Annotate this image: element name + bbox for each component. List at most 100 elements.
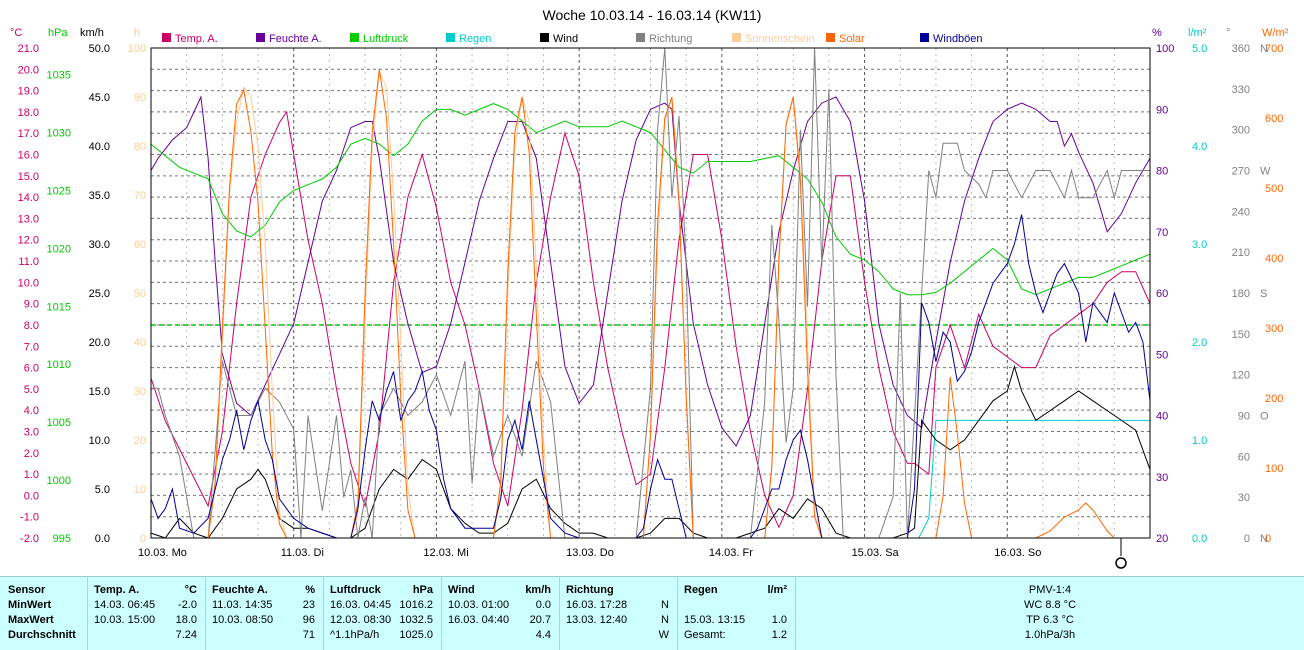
legend-label-sunshine: Sonnenschein [745,33,815,45]
series-temp-a- [150,110,1151,529]
legend-label-gusts: Windböen [933,33,983,45]
legend-swatch-humidity [256,33,265,42]
pmv-pressure-trend: 1.0hPa/3h [1024,629,1076,641]
tick-solar: 0 [1265,533,1271,545]
legend-label-wind: Wind [553,33,578,45]
tick-temp: 13.0 [18,213,39,225]
legend-swatch-solar [826,33,835,42]
temp-max-value: 18.0 [175,614,197,626]
tick-direction: 150 [1232,329,1250,341]
compass-label: N [1260,533,1268,545]
tick-sunshine: 40 [134,337,146,349]
compass-label: N [1260,43,1268,55]
dir-min-time: 16.03. 17:28 [566,599,628,611]
temp-max-time: 10.03. 15:00 [94,614,156,626]
hum-unit: % [305,584,315,596]
tick-sunshine: 50 [134,288,146,300]
tick-humidity: 60 [1156,288,1168,300]
series-wind [150,364,1151,539]
stats-col-sensor: Sensor MinWert MaxWert Durchschnitt [0,577,88,650]
tick-direction: 90 [1238,411,1250,423]
tick-temp: 0.0 [24,490,39,502]
plot-frame [150,47,1151,539]
temp-avg-value: 7.24 [175,629,197,641]
tick-direction: 300 [1232,125,1250,137]
tick-wind: 15.0 [89,386,110,398]
stats-col-temp: Temp. A. °C 14.03. 06:45 -2.0 10.03. 15:00… [88,577,206,650]
axis-unit-direction: ° [1226,27,1230,39]
tick-pressure: 995 [53,533,71,545]
tick-rain: 3.0 [1192,239,1207,251]
tick-direction: 60 [1238,451,1250,463]
row-label-min: MinWert [8,599,52,611]
stats-col-humidity: Feuchte A.% 11.03. 14:35 23 10.03. 08:50 9… [206,577,324,650]
tick-pressure: 1020 [47,243,71,255]
tick-pressure: 1000 [47,475,71,487]
row-label-max: MaxWert [8,614,54,626]
tick-temp: 10.0 [18,277,39,289]
tick-sunshine: 60 [134,239,146,251]
legend-swatch-sunshine [732,33,741,42]
compass-label: W [1260,166,1271,178]
rain-total-value: 1.2 [771,629,787,641]
hum-max-time: 10.03. 08:50 [212,614,274,626]
temp-min-value: -2.0 [178,599,197,611]
hum-avg-value: 71 [302,629,315,641]
tick-rain: 4.0 [1192,141,1207,153]
tick-wind: 25.0 [89,288,110,300]
pres-header: Luftdruck [330,584,381,596]
tick-pressure: 1015 [47,301,71,313]
pres-min-value: 1016.2 [399,599,433,611]
tick-humidity: 80 [1156,166,1168,178]
tick-sunshine: 30 [134,386,146,398]
axis-unit-wind: km/h [80,27,104,39]
axis-unit-rain: l/m² [1188,27,1207,39]
tick-solar: 400 [1265,253,1283,265]
tick-direction: 210 [1232,247,1250,259]
stats-col-wind: Wind km/h 10.03. 01:00 0.0 16.03. 04:40 20.… [442,577,560,650]
tick-temp: 9.0 [24,299,39,311]
dir-max-value: N [661,614,669,626]
stats-col-pressure: Luftdruck hPa 16.03. 04:45 1016.2 12.03. 0… [324,577,442,650]
row-label-avg: Durchschnitt [8,629,76,641]
rain-max-time: 15.03. 13:15 [684,614,746,626]
day-label: 12.03. Mi [423,547,468,559]
axes: -2.0 -1.0 0.0 1.0 2.0 3.0 4.0 5.0 6.0 7.0 8.0 9.0 10… [10,27,1289,559]
legend-label-rain: Regen [459,33,491,45]
tick-temp: 5.0 [24,384,39,396]
rain-unit: l/m² [767,584,787,596]
tick-direction: 180 [1232,288,1250,300]
hum-min-time: 11.03. 14:35 [212,599,273,611]
tick-direction: 30 [1238,492,1250,504]
tick-temp: 3.0 [24,426,39,438]
pres-min-time: 16.03. 04:45 [330,599,392,611]
wind-max-value: 20.7 [529,614,551,626]
legend-swatch-pressure [350,33,359,42]
tick-wind: 35.0 [89,190,110,202]
tick-pressure: 1010 [47,359,71,371]
dir-header: Richtung [566,584,614,596]
legend-label-temp: Temp. A. [175,33,218,45]
tick-pressure: 1025 [47,185,71,197]
series-richtung [151,47,1150,539]
tick-pressure: 1035 [47,70,71,82]
tick-sunshine: 100 [128,43,146,55]
tick-solar: 100 [1265,463,1283,475]
tick-temp: 8.0 [24,320,39,332]
wind-max-time: 16.03. 04:40 [448,614,510,626]
tick-temp: 12.0 [18,235,39,247]
tick-temp: 19.0 [18,86,39,98]
pmv-windchill: WC 8.8 °C [1023,599,1077,611]
stats-col-pmv: PMV-1:4 WC 8.8 °C TP 6.3 °C 1.0hPa/3h [796,577,1304,650]
tick-humidity: 100 [1156,43,1174,55]
tick-rain: 1.0 [1192,435,1207,447]
tick-temp: -1.0 [20,512,39,524]
legend-swatch-direction [636,33,645,42]
tick-humidity: 40 [1156,411,1168,423]
tick-wind: 45.0 [89,92,110,104]
tick-wind: 30.0 [89,239,110,251]
day-label: 14.03. Fr [709,547,753,559]
tick-pressure: 1030 [47,128,71,140]
tick-wind: 40.0 [89,141,110,153]
wind-min-time: 10.03. 01:00 [448,599,510,611]
